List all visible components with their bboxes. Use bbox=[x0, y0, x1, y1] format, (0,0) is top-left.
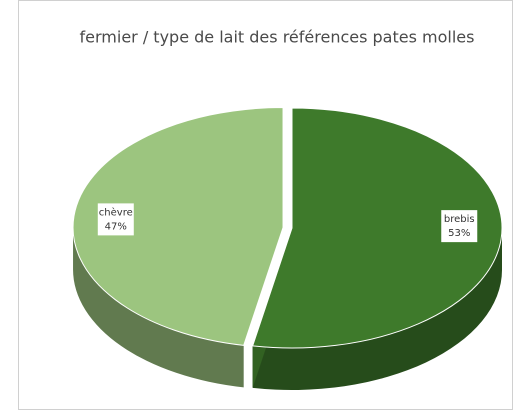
data-label-value: 47% bbox=[105, 221, 127, 232]
slice bbox=[72, 107, 284, 346]
data-label: chèvre 47% bbox=[97, 203, 134, 236]
data-label-value: 53% bbox=[448, 228, 470, 239]
slice-side bbox=[252, 228, 502, 390]
data-label-category: brebis bbox=[444, 214, 475, 225]
data-label-box bbox=[97, 203, 134, 236]
chart-title: fermier / type de lait des références pa… bbox=[80, 28, 475, 47]
data-label-box bbox=[441, 210, 478, 243]
data-label: brebis 53% bbox=[441, 210, 478, 243]
slice bbox=[251, 107, 503, 349]
slice-side bbox=[73, 227, 244, 388]
data-label-category: chèvre bbox=[99, 206, 133, 218]
